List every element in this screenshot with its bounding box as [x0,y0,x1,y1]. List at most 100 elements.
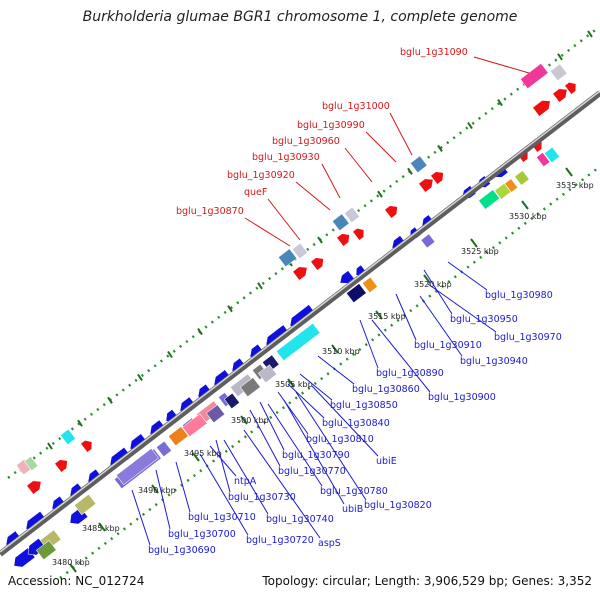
leader-line [311,385,379,457]
minor-tick [377,190,383,198]
leader-line [215,439,231,493]
leader-line [427,283,497,333]
gene-block [167,426,189,447]
leader-line [209,445,237,477]
minor-tick [227,305,233,313]
tick-mark [423,274,431,284]
gene-block [223,392,240,410]
gene-label-top: queF [244,187,267,198]
leader-line [283,399,345,505]
gene-block [239,377,261,398]
gene-block [205,404,226,424]
gene-label-bottom: bglu_1g30970 [494,332,562,343]
minor-tick [557,53,563,61]
tick-mark [331,344,339,354]
tick-mark [287,378,295,388]
minor-tick [467,121,473,130]
gene-label-top: bglu_1g31090 [400,47,468,58]
gene-block [155,440,172,458]
gene-block [331,213,350,232]
gene-block [115,448,159,486]
leader-line [419,295,463,357]
leader-line [287,383,325,419]
leader-line [344,147,373,183]
tick-label: 3500 kbp [231,416,269,425]
gene-label-top: bglu_1g30990 [297,120,365,131]
leader-line [423,269,453,315]
gene-arrow [54,459,68,473]
gene-block [420,233,436,249]
gene-label-top: bglu_1g30930 [252,152,320,163]
minor-tick [587,30,593,38]
gene-label-bottom: bglu_1g30720 [246,535,314,546]
tick-labels: 3480 kbp 3485 kbp 3490 kbp 3495 kbp 3500 kbp… [52,181,594,567]
gene-label-bottom: bglu_1g30730 [228,492,296,503]
gene-block [23,456,39,472]
gene-label-top: bglu_1g31000 [322,101,390,112]
minor-tick [167,350,173,359]
gene-label-bottom: bglu_1g30910 [414,340,482,351]
leader-line [223,439,269,515]
gene-label-bottom: bglu_1g30770 [278,466,346,477]
leader-line [359,319,379,369]
leader-line [155,469,171,530]
gene-label-bottom: ntpA [234,476,257,487]
leader-line [199,453,249,536]
tick-label: 3525 kbp [461,247,499,256]
gene-block [343,206,360,224]
gene-arrow [418,178,434,193]
gene-label-bottom: bglu_1g30840 [322,418,390,429]
gene-label-bottom: bglu_1g30810 [306,434,374,445]
tick-label: 3530 kbp [509,212,547,221]
gene-block [361,276,378,294]
leader-line [267,198,301,241]
leader-line [473,56,530,74]
minor-tick [317,236,323,244]
gene-block [549,63,568,82]
tick-label: 3535 kbp [556,181,594,190]
gene-arrow [26,480,42,495]
leader-line [365,131,397,163]
inner-dotted-ring [59,167,599,579]
gene-arrow [564,82,577,95]
minor-tick [497,99,503,107]
tick-label: 3520 kbp [414,280,452,289]
leader-line [131,489,151,546]
topology-label: Topology: circular; Length: 3,906,529 bp… [262,574,592,588]
tick-label: 3495 kbp [184,449,222,458]
leader-line [295,391,367,501]
gene-block [345,283,367,304]
gene-arrow [352,228,365,241]
map-title: Burkholderia glumae BGR1 chromosome 1, c… [82,9,518,25]
leader-line [175,461,191,513]
gene-label-bottom: bglu_1g30740 [266,514,334,525]
gene-block [504,178,519,193]
gene-block [514,170,530,186]
gene-label-bottom: bglu_1g30860 [352,384,420,395]
tick-mark [69,563,77,573]
gene-block [543,146,560,164]
tick-mark [192,452,200,462]
tick-label: 3490 kbp [138,486,176,495]
minor-tick [137,373,143,381]
leader-line [295,181,331,211]
gene-block [519,63,549,90]
backbone [0,90,600,557]
tick-mark [375,310,383,320]
gene-label-bottom: bglu_1g30940 [460,356,528,367]
leader-line [277,391,309,435]
tick-marks [17,30,593,573]
gene-labels: bglu_1g31090 bglu_1g31000 bglu_1g30990bglu… [148,47,562,556]
gene-label-bottom: bglu_1g30950 [450,314,518,325]
gene-label-bottom: ubiB [342,504,363,515]
gene-block [181,413,208,438]
tick-label: 3485 kbp [82,524,120,533]
tick-label: 3505 kbp [275,380,313,389]
gene-label-bottom: bglu_1g30690 [148,545,216,556]
gene-block [409,155,428,174]
tick-mark [521,200,529,210]
leader-line [395,293,417,341]
leader-line [259,401,285,451]
leader-line [243,429,321,539]
minor-tick [437,144,443,152]
